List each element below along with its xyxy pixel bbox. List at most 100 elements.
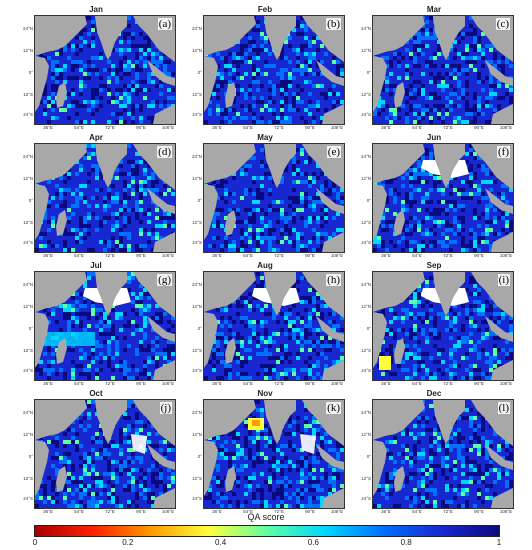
panel-title: Mar — [426, 5, 442, 14]
latitude-tick: 24°N — [360, 154, 371, 159]
panel-label: (a) — [157, 18, 172, 30]
longitude-tick: 90°E — [305, 253, 315, 258]
longitude-tick: 90°E — [474, 253, 484, 258]
latitude-tick: 12°N — [360, 304, 371, 309]
panel-label: (l) — [497, 402, 510, 414]
colorbar-tick: 1 — [496, 538, 502, 547]
panel-title: Sep — [426, 261, 442, 270]
latitude-tick: 0° — [366, 70, 371, 75]
latitude-tick: 12°N — [360, 48, 371, 53]
map-panel-jan: Jan (a) 24°N 12°N 0° 12°S 24°S 36°E 54°E 72°E 90°E… — [16, 5, 176, 133]
latitude-tick: 12°N — [22, 48, 33, 53]
colorbar-tick: 0.6 — [307, 538, 319, 547]
latitude-tick: 12°S — [23, 476, 33, 481]
colorbar-title: QA score — [247, 512, 285, 522]
latitude-tick: 12°S — [23, 220, 33, 225]
latitude-tick: 24°N — [360, 410, 371, 415]
latitude-tick: 24°N — [191, 282, 202, 287]
longitude-tick: 36°E — [43, 253, 53, 258]
latitude-tick: 12°N — [360, 432, 371, 437]
longitude-tick: 36°E — [43, 381, 53, 386]
longitude-tick: 108°E — [330, 253, 344, 258]
latitude-tick: 24°N — [360, 282, 371, 287]
latitude-tick: 0° — [197, 70, 202, 75]
longitude-tick: 54°E — [74, 253, 84, 258]
longitude-tick: 54°E — [74, 125, 84, 130]
longitude-tick: 108°E — [161, 381, 175, 386]
latitude-tick: 24°S — [192, 240, 202, 245]
qa-score-map: (e) — [203, 143, 345, 253]
qa-score-map: (i) — [372, 271, 514, 381]
latitude-tick: 24°N — [360, 26, 371, 31]
latitude-tick: 12°N — [191, 48, 202, 53]
longitude-tick: 108°E — [499, 381, 513, 386]
longitude-tick: 72°E — [443, 253, 453, 258]
longitude-tick: 72°E — [105, 381, 115, 386]
map-panel-dec: Dec (l) 24°N 12°N 0° 12°S 24°S 36°E 54°E 72°E 90°E… — [354, 389, 514, 517]
longitude-tick: 90°E — [305, 509, 315, 514]
panel-label: (d) — [157, 146, 172, 158]
latitude-tick: 24°N — [22, 410, 33, 415]
longitude-tick: 90°E — [474, 381, 484, 386]
longitude-tick: 108°E — [330, 381, 344, 386]
longitude-tick: 54°E — [243, 381, 253, 386]
latitude-tick: 24°S — [361, 368, 371, 373]
latitude-tick: 12°N — [22, 176, 33, 181]
longitude-tick: 36°E — [381, 125, 391, 130]
longitude-tick: 54°E — [412, 509, 422, 514]
latitude-tick: 24°N — [22, 154, 33, 159]
colorbar-tick: 0 — [32, 538, 38, 547]
latitude-tick: 12°N — [22, 432, 33, 437]
longitude-tick: 72°E — [443, 125, 453, 130]
longitude-tick: 108°E — [499, 125, 513, 130]
latitude-tick: 24°S — [23, 240, 33, 245]
longitude-tick: 54°E — [412, 125, 422, 130]
latitude-tick: 24°S — [192, 112, 202, 117]
longitude-tick: 90°E — [136, 253, 146, 258]
panel-title: May — [257, 133, 273, 142]
longitude-tick: 90°E — [136, 509, 146, 514]
latitude-tick: 24°N — [22, 26, 33, 31]
latitude-tick: 12°S — [192, 348, 202, 353]
longitude-tick: 54°E — [243, 125, 253, 130]
map-panel-jul: Jul (g) 24°N 12°N 0° 12°S 24°S 36°E 54°E 72°E 90°E… — [16, 261, 176, 389]
panel-title: Apr — [89, 133, 103, 142]
panel-title: Feb — [257, 5, 273, 14]
qa-score-map: (b) — [203, 15, 345, 125]
latitude-tick: 24°S — [23, 368, 33, 373]
panel-title: Nov — [257, 389, 273, 398]
latitude-tick: 24°S — [192, 496, 202, 501]
map-panel-nov: Nov (k) 24°N 12°N 0° 12°S 24°S 36°E 54°E 72°E 90°E… — [185, 389, 345, 517]
qa-score-map: (j) — [34, 399, 176, 509]
longitude-tick: 36°E — [381, 381, 391, 386]
map-panel-oct: Oct (j) 24°N 12°N 0° 12°S 24°S 36°E 54°E 72°E 90°E… — [16, 389, 176, 517]
panel-title: Jul — [90, 261, 102, 270]
latitude-tick: 24°S — [192, 368, 202, 373]
longitude-tick: 108°E — [161, 125, 175, 130]
longitude-tick: 72°E — [274, 381, 284, 386]
longitude-tick: 72°E — [274, 509, 284, 514]
longitude-tick: 72°E — [443, 381, 453, 386]
latitude-tick: 0° — [366, 454, 371, 459]
longitude-tick: 36°E — [212, 253, 222, 258]
qa-score-map: (l) — [372, 399, 514, 509]
longitude-tick: 36°E — [212, 125, 222, 130]
latitude-tick: 0° — [366, 326, 371, 331]
map-panel-aug: Aug (h) 24°N 12°N 0° 12°S 24°S 36°E 54°E 72°E 90°E… — [185, 261, 345, 389]
longitude-tick: 72°E — [105, 509, 115, 514]
panel-label: (g) — [157, 274, 172, 286]
qa-score-map: (g) — [34, 271, 176, 381]
longitude-tick: 90°E — [474, 125, 484, 130]
longitude-tick: 36°E — [381, 509, 391, 514]
longitude-tick: 54°E — [74, 381, 84, 386]
latitude-tick: 0° — [28, 454, 33, 459]
longitude-tick: 72°E — [274, 125, 284, 130]
longitude-tick: 54°E — [243, 253, 253, 258]
colorbar — [34, 525, 500, 537]
panel-label: (e) — [326, 146, 341, 158]
latitude-tick: 0° — [28, 70, 33, 75]
longitude-tick: 108°E — [330, 509, 344, 514]
longitude-tick: 108°E — [161, 253, 175, 258]
longitude-tick: 108°E — [330, 125, 344, 130]
longitude-tick: 36°E — [381, 253, 391, 258]
